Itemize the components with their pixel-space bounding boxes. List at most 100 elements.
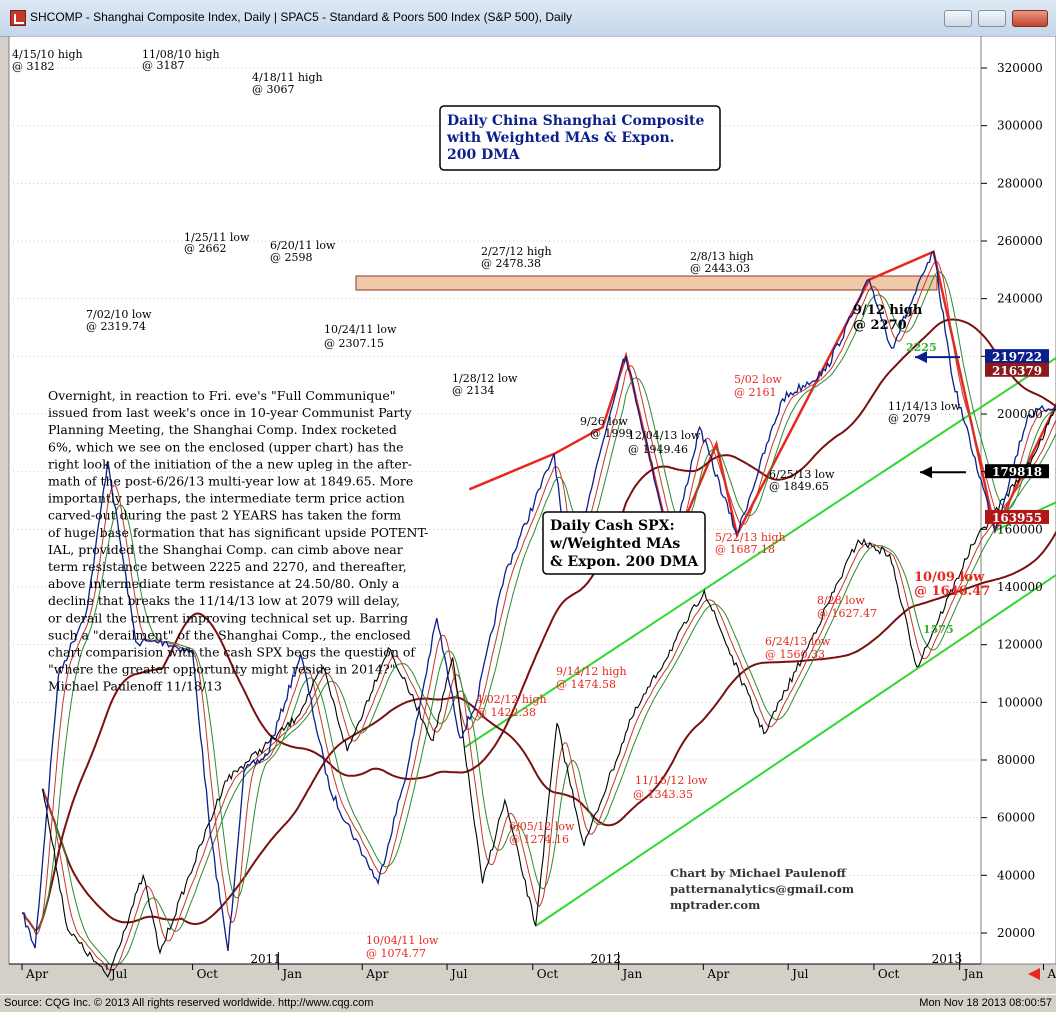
shcomp-annotation: 6/20/11 low <box>270 239 336 252</box>
spx-annotation: @ 1627.47 <box>817 607 877 620</box>
scroll-arrow-icon <box>1028 968 1040 980</box>
shcomp-annotation: 1/28/12 low <box>452 372 518 385</box>
shcomp-annotations: 4/15/10 high@ 3182 11/08/10 high@ 3187 4/1… <box>12 48 961 493</box>
x-tick-label: Jul <box>449 967 468 981</box>
spx-annotation: 8/28 low <box>817 594 865 607</box>
price-series <box>21 250 1056 979</box>
y-tick-label: 20000 <box>997 926 1035 940</box>
price-marker-box <box>985 349 1049 364</box>
y-tick-label: 200000 <box>997 407 1043 421</box>
shcomp-annotation: @ 1849.65 <box>769 480 829 493</box>
spx-annotation: 6/24/13 low <box>765 635 831 648</box>
y-tick-label: 160000 <box>997 522 1043 536</box>
spx-annotation: 11/16/12 low <box>635 774 708 787</box>
x-tick-label: Apr <box>706 967 729 981</box>
commentary-line: decline that breaks the 11/14/13 low at … <box>48 593 400 608</box>
status-bar: Source: CQG Inc. © 2013 All rights reser… <box>0 994 1056 1012</box>
credit-line: patternanalytics@gmail.com <box>670 882 854 896</box>
commentary-line: or derail the current improving technica… <box>48 610 408 625</box>
spx-annotation: 6/05/12 low <box>509 820 575 833</box>
price-marker-label: 163955 <box>992 511 1042 525</box>
x-tick-label: Oct <box>197 967 219 981</box>
x-tick-label: Oct <box>878 967 900 981</box>
resistance-zone <box>355 275 938 291</box>
shcomp-structure-line <box>468 249 1056 555</box>
spx-annotation: 1575 <box>923 623 954 636</box>
price-marker-label: 216379 <box>992 364 1042 378</box>
spx-annotation: @ 1474.58 <box>556 678 616 691</box>
x-tick-label: Jan <box>962 967 984 981</box>
commentary-line: math of the post-6/26/13 multi-year low … <box>48 474 413 489</box>
commentary-line: right look of the initiation of the a ne… <box>48 456 412 471</box>
commentary-line: carved-out during the past 2 YEARS has t… <box>48 508 401 523</box>
spx-annotation: @ 1274.16 <box>509 833 569 846</box>
y-tick-label: 320000 <box>997 61 1043 75</box>
y-tick-label: 80000 <box>997 753 1035 767</box>
commentary-line: issued from last week's once in 10-year … <box>48 405 413 420</box>
spx-lower-channel-line <box>535 573 1056 927</box>
x-tick-label: Jul <box>109 967 128 981</box>
year-label: 2011 <box>250 952 281 966</box>
shcomp-annotation: 2/8/13 high <box>690 250 754 263</box>
shcomp-annotation: @ 2270 <box>853 318 907 333</box>
commentary-line: chart comparision with the cash SPX begs… <box>48 645 416 660</box>
shcomp-annotation: 7/02/10 low <box>86 308 152 321</box>
shcomp-price-line <box>21 250 1056 952</box>
commentary-line: "where the greater opportunity might res… <box>48 662 395 677</box>
chart-area[interactable]: 20000 40000 60000 80000 100000 120000 140000 16… <box>0 35 1056 994</box>
commentary-line: IAL, provided the Shanghai Comp. can cim… <box>48 542 403 557</box>
spx-annotation: 10/04/11 low <box>366 934 439 947</box>
source-text: Source: CQG Inc. © 2013 All rights reser… <box>4 997 374 1009</box>
arrow-head <box>920 466 932 479</box>
spx-ma-green <box>42 432 1056 966</box>
y-tick-label: 120000 <box>997 638 1043 652</box>
timestamp-text: Mon Nov 18 2013 08:00:57 <box>919 997 1052 1009</box>
price-marker-box <box>985 362 1049 377</box>
shcomp-annotation: 4/15/10 high <box>12 48 83 61</box>
commentary-line: above intermediate term resistance at 24… <box>48 576 400 591</box>
spx-annotation: @ 1343.35 <box>633 788 693 801</box>
y-tick-label: 60000 <box>997 811 1035 825</box>
price-marker-box <box>985 464 1049 479</box>
x-axis: AprJulOctJanAprJulOctJanAprJulOctJanAprJ… <box>9 952 1056 981</box>
shcomp-annotation: @ 2134 <box>452 384 495 397</box>
y-tick-label: 100000 <box>997 695 1043 709</box>
spx-annotation: 10/09 low <box>914 570 985 585</box>
shcomp-title-box <box>439 105 721 171</box>
credit-line: mptrader.com <box>670 898 760 912</box>
maximize-button[interactable] <box>978 10 1006 27</box>
shcomp-200dma-line <box>21 318 1056 932</box>
shcomp-annotation: 10/24/11 low <box>324 323 397 336</box>
y-tick-label: 300000 <box>997 119 1043 133</box>
shcomp-annotation: 11/14/13 low <box>888 400 961 413</box>
commentary-line: 6%, which we see on the enclosed (upper … <box>48 439 404 454</box>
close-button[interactable] <box>1012 10 1048 27</box>
chart-app-icon <box>10 10 26 26</box>
spx-annotations: 5/22/13 high@ 1687.18 8/28 low@ 1627.47 6/… <box>366 531 990 960</box>
shcomp-title-line: with Weighted MAs & Expon. <box>446 130 675 146</box>
shcomp-annotation: @ 2598 <box>270 251 313 264</box>
year-label: 2012 <box>591 952 622 966</box>
y-tick-label: 240000 <box>997 292 1043 306</box>
shcomp-annotation: @ 2319.74 <box>86 320 146 333</box>
spx-annotation: @ 1687.18 <box>715 543 775 556</box>
price-marker-label: 219722 <box>992 350 1042 364</box>
x-tick-label: Apr <box>1047 967 1056 981</box>
commentary-line: importantly perhaps, the intermediate te… <box>48 491 405 506</box>
commentary-line: of huge base formation that has signific… <box>48 525 428 540</box>
shcomp-annotation: @ 1949.46 <box>628 443 688 456</box>
spx-title-line: & Expon. 200 DMA <box>550 554 699 570</box>
minimize-button[interactable] <box>944 10 972 27</box>
shcomp-annotation: @ 3187 <box>142 59 185 72</box>
window-title-bar[interactable]: SHCOMP - Shanghai Composite Index, Daily… <box>0 0 1056 37</box>
shcomp-annotation: @ 3067 <box>252 83 295 96</box>
x-tick-label: Jan <box>280 967 302 981</box>
shcomp-annotation: 2225 <box>906 341 937 354</box>
y-tick-label: 280000 <box>997 176 1043 190</box>
spx-channel-lines <box>464 356 1056 927</box>
shcomp-annotation: @ 2443.03 <box>690 262 750 275</box>
shcomp-annotation: 11/08/10 high <box>142 48 220 61</box>
shcomp-title-line: 200 DMA <box>447 147 521 163</box>
